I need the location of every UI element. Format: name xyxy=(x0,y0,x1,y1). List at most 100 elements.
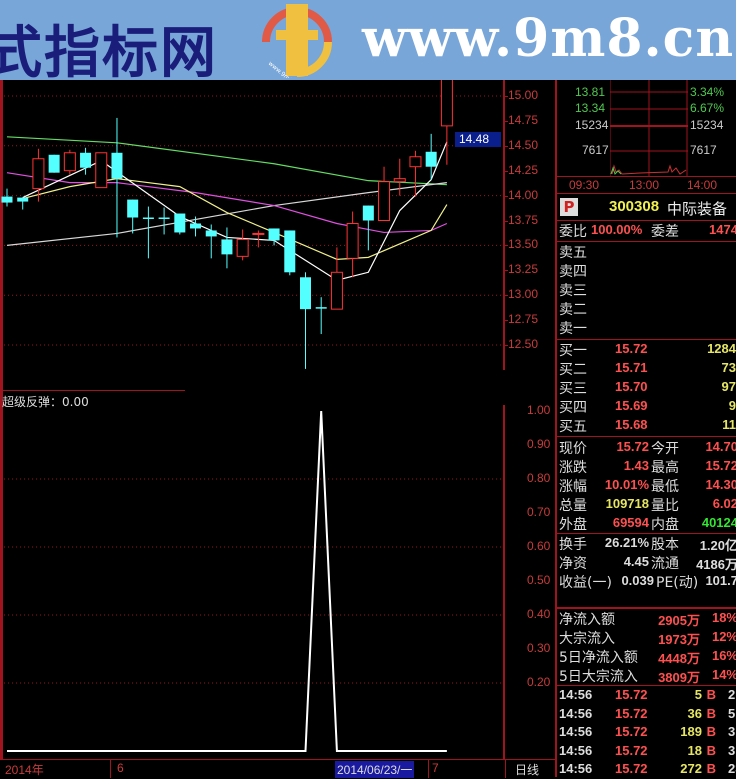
indicator-tick-label: 0.70 xyxy=(527,505,551,519)
candle xyxy=(346,211,359,278)
tick-side: B xyxy=(706,761,716,776)
candle-body xyxy=(221,239,233,255)
sell-row-3: 卖三 xyxy=(559,280,736,299)
candle-body xyxy=(174,213,186,233)
candle xyxy=(362,205,374,251)
tick-volume: 189 xyxy=(680,724,702,739)
month-divider xyxy=(110,760,111,778)
buy-volume: 1284 xyxy=(707,341,736,356)
tick-side: B xyxy=(706,724,716,739)
candle xyxy=(425,133,437,180)
quote-label: 涨跌 xyxy=(559,460,587,476)
candle xyxy=(299,272,311,369)
month-label: 6 xyxy=(117,761,124,775)
tick-side: B xyxy=(706,705,716,721)
sell-label: 卖三 xyxy=(559,283,587,299)
candle xyxy=(221,227,233,269)
indicator-title: 超级反弹：0.00 xyxy=(2,395,89,409)
period-button[interactable]: 日线 xyxy=(515,763,540,777)
tick-count: 23 xyxy=(728,761,736,776)
tick-time: 14:56 xyxy=(559,761,593,776)
flow-label: 大宗流入 xyxy=(559,631,615,647)
mini-label: 7617 xyxy=(690,143,717,157)
candle-body xyxy=(142,217,154,220)
indicator-tick-label: 0.80 xyxy=(527,471,551,485)
quote-value: 15.72 xyxy=(616,439,649,454)
candle xyxy=(174,213,186,235)
ma10-line xyxy=(22,178,448,260)
buy-row-3[interactable]: 买三 15.70 97 xyxy=(559,378,736,397)
flow-value: 4448万 xyxy=(658,651,700,666)
mini-label: 6.67% xyxy=(690,101,725,115)
buy-row-1[interactable]: 买一 15.72 1284 xyxy=(559,340,736,359)
fundamental-label: PE(动) xyxy=(656,575,699,591)
quote-value: 69594 xyxy=(612,515,649,530)
indicator-tick-label: 1.00 xyxy=(527,403,551,417)
flow-value: 2905万 xyxy=(658,613,700,628)
mini-label: 15234 xyxy=(690,118,724,132)
mini-time: 14:00 xyxy=(687,178,718,192)
price-tick xyxy=(503,220,508,222)
indicator-separator xyxy=(0,390,185,391)
candle xyxy=(440,80,453,165)
quote-label: 现价 xyxy=(559,441,587,457)
tick-count: 2 xyxy=(728,687,736,702)
flow-percent: 12% xyxy=(711,629,736,644)
tick-row: 14:56 15.72 36 B 5 xyxy=(559,705,736,724)
quote-label: 总量 xyxy=(559,498,587,514)
price-tick-label: 14.00 xyxy=(508,187,539,202)
tick-count: 5 xyxy=(728,705,736,721)
cursor-price-label: 14.48 xyxy=(455,132,501,147)
month-label: 7 xyxy=(432,761,439,775)
candlestick-chart[interactable] xyxy=(0,80,503,385)
candle-body xyxy=(205,230,217,237)
mini-label: 15234 xyxy=(575,118,609,132)
tick-time: 14:56 xyxy=(559,705,593,721)
quote-panel: 13.81 13.34 15234 7617 3.34% 6.67% 15234… xyxy=(555,80,736,777)
candle xyxy=(378,166,391,221)
fundamental-value: 4186万 xyxy=(696,557,736,572)
tick-side: B xyxy=(706,687,716,702)
candle xyxy=(409,150,422,197)
candle xyxy=(111,117,123,238)
sell-row-1: 卖一 xyxy=(559,318,736,337)
quote-value: 15.72 xyxy=(705,458,736,473)
indicator-chart[interactable] xyxy=(0,395,503,757)
buy-row-5[interactable]: 买五 15.68 11 xyxy=(559,416,736,435)
tick-volume: 5 xyxy=(694,687,702,702)
candle-body xyxy=(252,232,265,235)
indicator-tick-label: 0.40 xyxy=(527,607,551,621)
price-tick-label: 13.50 xyxy=(508,237,539,252)
flow-value: 1973万 xyxy=(658,632,700,647)
mini-label: 7617 xyxy=(582,143,609,157)
badge-p[interactable]: P xyxy=(560,198,578,216)
capital-flow-row: 净流入额 2905万 18% xyxy=(559,609,736,628)
sell-row-5: 卖五 xyxy=(559,242,736,261)
candle-body xyxy=(330,271,343,310)
tick-volume: 18 xyxy=(687,742,702,758)
flow-percent: 14% xyxy=(711,667,736,682)
candle xyxy=(158,207,170,235)
price-tick xyxy=(503,120,508,122)
candle xyxy=(252,230,265,248)
tick-price: 15.72 xyxy=(615,761,648,776)
sell-label: 卖一 xyxy=(559,321,587,337)
quote-label: 内盘 xyxy=(651,517,679,533)
buy-label: 买一 xyxy=(559,343,587,359)
candle-body xyxy=(17,197,29,202)
candle-body xyxy=(236,238,249,257)
mini-label: 13.81 xyxy=(575,85,606,99)
indicator-tick-label: 0.50 xyxy=(527,573,551,587)
quote-value: 6.02 xyxy=(712,496,736,511)
site-url: www.9m8.cn xyxy=(362,8,735,69)
buy-row-4[interactable]: 买四 15.69 9 xyxy=(559,397,736,416)
buy-row-2[interactable]: 买二 15.71 73 xyxy=(559,359,736,378)
quote-value: 1.43 xyxy=(623,458,649,473)
flow-label: 5日大宗流入 xyxy=(559,669,638,685)
candle-body xyxy=(127,199,139,218)
sell-label: 卖五 xyxy=(559,245,587,261)
candle-body xyxy=(268,228,280,241)
buy-label: 买三 xyxy=(559,381,587,397)
candle xyxy=(80,147,92,175)
candle-body xyxy=(95,152,108,189)
